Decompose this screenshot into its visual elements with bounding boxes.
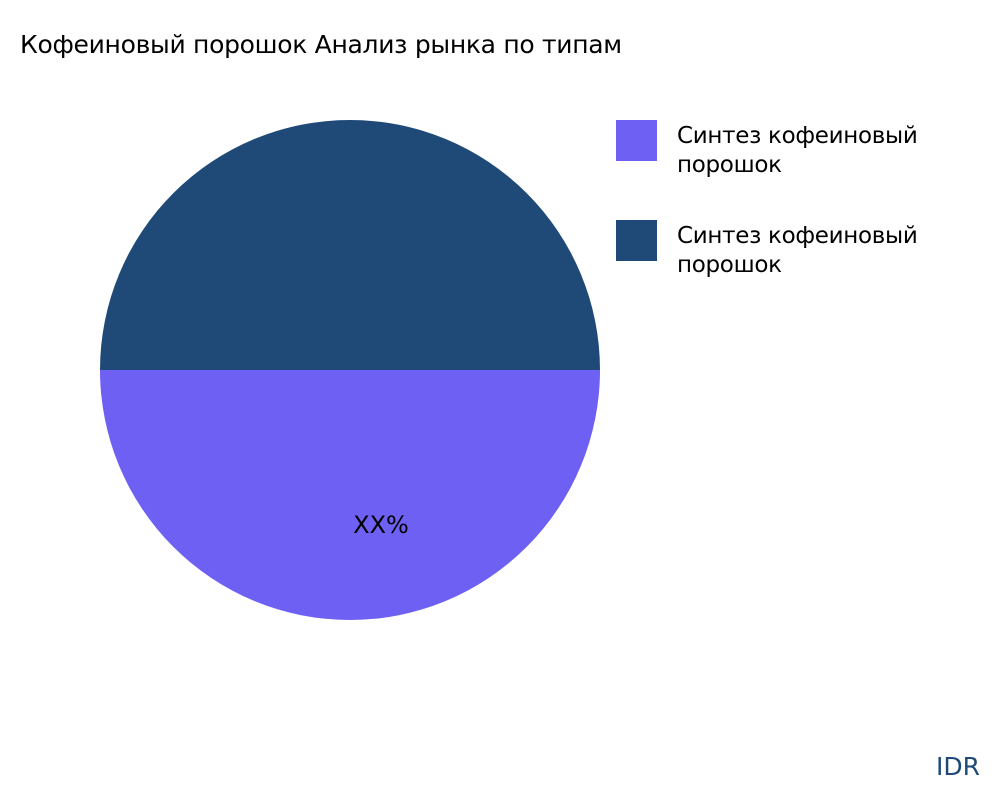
chart-title: Кофеиновый порошок Анализ рынка по типам [20, 30, 622, 59]
legend-label: Синтез кофеиновый порошок [677, 123, 918, 178]
pie-slice[interactable] [100, 370, 600, 620]
legend-swatch [616, 220, 657, 261]
legend-swatch [616, 120, 657, 161]
pie-slice[interactable] [100, 120, 600, 370]
brand-logo: IDR [936, 752, 980, 781]
legend-item[interactable]: Синтез кофеиновый порошок [616, 120, 997, 180]
legend-label: Синтез кофеиновый порошок [677, 223, 918, 278]
legend-item[interactable]: Синтез кофеиновый порошок [616, 220, 997, 280]
slice-data-label: XX% [353, 511, 409, 539]
